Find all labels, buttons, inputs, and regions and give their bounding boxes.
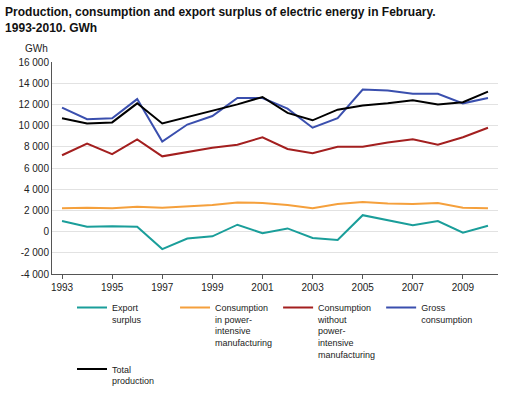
svg-text:4 000: 4 000 bbox=[24, 184, 49, 195]
svg-text:1995: 1995 bbox=[101, 282, 124, 293]
svg-text:Totalproduction: Totalproduction bbox=[112, 365, 154, 387]
svg-text:12 000: 12 000 bbox=[18, 99, 49, 110]
svg-text:Consumptionwithoutpower-intens: Consumptionwithoutpower-intensivemanufac… bbox=[317, 303, 375, 360]
svg-text:14 000: 14 000 bbox=[18, 78, 49, 89]
svg-text:Exportsurplus: Exportsurplus bbox=[112, 303, 142, 325]
svg-text:1997: 1997 bbox=[151, 282, 174, 293]
svg-text:Consumptionin power-intensivem: Consumptionin power-intensivemanufacturi… bbox=[215, 303, 272, 348]
svg-text:2 000: 2 000 bbox=[24, 205, 49, 216]
svg-text:1993: 1993 bbox=[51, 282, 74, 293]
svg-text:2009: 2009 bbox=[452, 282, 475, 293]
svg-text:-2 000: -2 000 bbox=[21, 247, 50, 258]
svg-text:2005: 2005 bbox=[352, 282, 375, 293]
svg-text:2003: 2003 bbox=[301, 282, 324, 293]
svg-text:10 000: 10 000 bbox=[18, 120, 49, 131]
svg-text:0: 0 bbox=[43, 226, 49, 237]
svg-text:2007: 2007 bbox=[402, 282, 425, 293]
svg-text:-4 000: -4 000 bbox=[21, 269, 50, 280]
svg-text:6 000: 6 000 bbox=[24, 163, 49, 174]
svg-text:1999: 1999 bbox=[201, 282, 224, 293]
svg-text:2001: 2001 bbox=[251, 282, 274, 293]
svg-text:16 000: 16 000 bbox=[18, 57, 49, 68]
svg-text:GWh: GWh bbox=[25, 43, 48, 54]
svg-text:8 000: 8 000 bbox=[24, 141, 49, 152]
svg-text:Production, consumption and ex: Production, consumption and export surpl… bbox=[5, 5, 436, 35]
svg-text:Grossconsumption: Grossconsumption bbox=[421, 303, 472, 325]
